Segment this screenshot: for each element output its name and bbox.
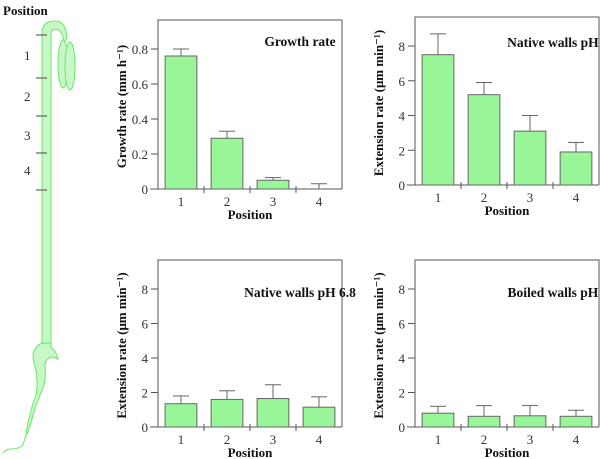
position-label-1: 1 (24, 48, 31, 63)
y-tick-label: 6 (399, 74, 406, 89)
y-axis-title: Extension rate (μm min⁻¹) (371, 30, 386, 176)
bar (467, 415, 501, 428)
y-tick-label: 0 (142, 420, 149, 435)
y-tick-label: 2 (399, 386, 406, 401)
x-tick-label: 1 (435, 432, 442, 447)
x-tick-label: 3 (527, 190, 534, 205)
y-tick-label: 0.2 (132, 147, 148, 162)
bar (210, 398, 244, 428)
bar (421, 54, 455, 186)
y-axis-title: Growth rate (mm h⁻¹) (114, 45, 129, 169)
seedling-diagram: Position 1 2 3 4 (2, 3, 76, 454)
x-axis-title: Position (485, 445, 531, 459)
y-tick-label: 0.6 (132, 77, 149, 92)
x-tick-label: 2 (481, 432, 488, 447)
bar (210, 137, 244, 190)
x-tick-label: 4 (573, 190, 580, 205)
chart-panel: 0 0.2 0.4 0.6 0.8 1 2 3 4 Position Growth rate (mm… (114, 19, 343, 222)
chart-panel: 0 2 4 6 8 1 2 3 4 Position Extension rate (μm min⁻… (371, 16, 600, 218)
plot-frame (414, 16, 600, 185)
x-tick-label: 3 (270, 194, 277, 209)
position-ticks (36, 34, 47, 191)
y-tick-label: 6 (399, 317, 406, 332)
chart-title: Growth rate (264, 34, 335, 49)
bar (513, 415, 547, 428)
x-axis-title: Position (228, 445, 274, 459)
x-tick-label: 1 (178, 194, 185, 209)
y-tick-label: 0.4 (132, 112, 149, 127)
seedling-root (25, 342, 59, 436)
chart-panel: 0 2 4 6 8 1 2 3 4 Position Extension rate (μm min⁻… (114, 259, 356, 459)
x-axis-title: Position (485, 203, 531, 218)
bar (256, 398, 290, 428)
y-tick-label: 2 (142, 386, 149, 401)
x-tick-label: 2 (224, 194, 231, 209)
x-tick-label: 1 (178, 432, 185, 447)
bar (302, 406, 336, 428)
plant-diagram-title: Position (3, 3, 49, 18)
chart-title: Native walls pH 6.8 (244, 285, 356, 300)
plot-frame (414, 259, 600, 427)
position-label-2: 2 (24, 89, 31, 104)
chart-title: Native walls pH 4.5 (507, 35, 600, 50)
x-tick-label: 3 (270, 432, 277, 447)
bar (467, 94, 501, 186)
root-tip (2, 434, 27, 454)
y-axis-title: Extension rate (μm min⁻¹) (114, 272, 129, 418)
y-tick-label: 4 (142, 351, 149, 366)
y-tick-label: 8 (399, 39, 406, 54)
y-tick-label: 0 (399, 420, 406, 435)
y-tick-label: 2 (399, 143, 406, 158)
chart-title: Boiled walls pH 4.5 (507, 285, 600, 300)
y-tick-label: 0 (399, 178, 406, 193)
x-axis-title: Position (228, 207, 274, 222)
y-tick-label: 8 (399, 282, 406, 297)
cotyledon (64, 41, 76, 91)
plot-frame (157, 259, 343, 427)
bar (256, 179, 290, 190)
bar (421, 412, 455, 428)
y-tick-label: 4 (399, 351, 406, 366)
bar (559, 415, 593, 428)
bar (164, 55, 198, 190)
y-tick-label: 0.8 (132, 42, 148, 57)
bar (513, 130, 547, 186)
position-label-4: 4 (24, 163, 31, 178)
position-label-3: 3 (24, 128, 31, 143)
x-tick-label: 3 (527, 432, 534, 447)
bar (559, 151, 593, 186)
x-tick-label: 2 (224, 432, 231, 447)
y-tick-label: 6 (142, 317, 149, 332)
x-tick-label: 4 (316, 432, 323, 447)
bar (164, 403, 198, 428)
y-axis-title: Extension rate (μm min⁻¹) (371, 272, 386, 418)
x-tick-label: 1 (435, 190, 442, 205)
y-tick-label: 8 (142, 282, 149, 297)
chart-panel: 0 2 4 6 8 1 2 3 4 Position Extension rate (μm min⁻… (371, 259, 600, 459)
x-tick-label: 4 (316, 194, 323, 209)
y-tick-label: 4 (399, 109, 406, 124)
plot-frame (157, 19, 343, 189)
y-tick-label: 0 (142, 182, 149, 197)
x-tick-label: 4 (573, 432, 580, 447)
x-tick-label: 2 (481, 190, 488, 205)
